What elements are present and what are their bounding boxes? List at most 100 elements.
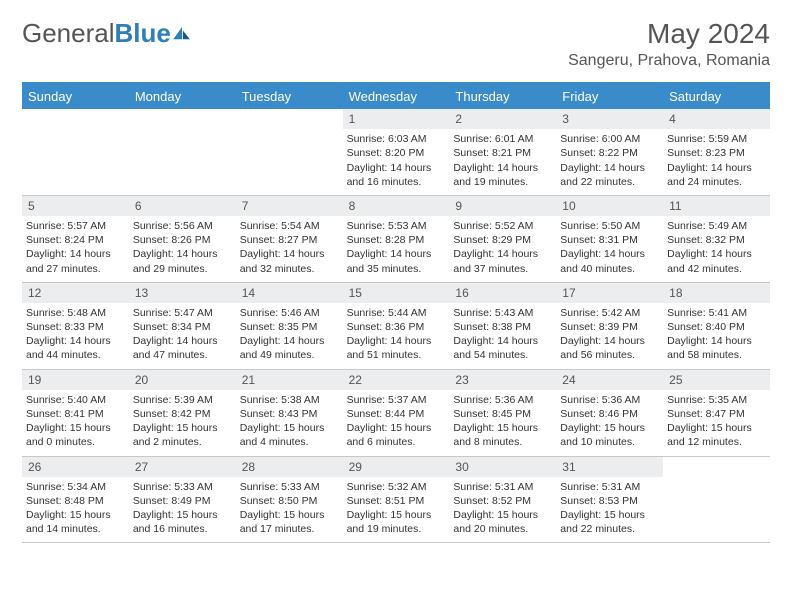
daylight2-text: and 16 minutes. [133,522,232,536]
daylight2-text: and 16 minutes. [347,175,446,189]
weekday-sun: Sunday [22,84,129,109]
sunset-text: Sunset: 8:35 PM [240,320,339,334]
day-cell: 21Sunrise: 5:38 AMSunset: 8:43 PMDayligh… [236,370,343,456]
day-number: 29 [343,457,450,477]
sunset-text: Sunset: 8:27 PM [240,233,339,247]
daylight2-text: and 19 minutes. [347,522,446,536]
calendar: Sunday Monday Tuesday Wednesday Thursday… [22,82,770,543]
daylight1-text: Daylight: 15 hours [347,508,446,522]
sunrise-text: Sunrise: 5:48 AM [26,306,125,320]
daylight2-text: and 6 minutes. [347,435,446,449]
day-cell: 27Sunrise: 5:33 AMSunset: 8:49 PMDayligh… [129,457,236,543]
day-number: 16 [449,283,556,303]
sunrise-text: Sunrise: 5:31 AM [560,480,659,494]
day-cell: 2Sunrise: 6:01 AMSunset: 8:21 PMDaylight… [449,109,556,195]
day-number: 21 [236,370,343,390]
sunset-text: Sunset: 8:50 PM [240,494,339,508]
daylight2-text: and 47 minutes. [133,348,232,362]
sunrise-text: Sunrise: 5:59 AM [667,132,766,146]
sunset-text: Sunset: 8:40 PM [667,320,766,334]
day-cell: 11Sunrise: 5:49 AMSunset: 8:32 PMDayligh… [663,196,770,282]
brand-name: GeneralBlue [22,18,171,49]
daylight2-text: and 58 minutes. [667,348,766,362]
sunrise-text: Sunrise: 5:52 AM [453,219,552,233]
day-cell: 28Sunrise: 5:33 AMSunset: 8:50 PMDayligh… [236,457,343,543]
week-row: 12 Sunrise: 5:48 AMSunset: 8:33 PM Dayligh… [22,283,770,370]
daylight1-text: Daylight: 14 hours [133,334,232,348]
day-number: 10 [556,196,663,216]
daylight2-text: and 2 minutes. [133,435,232,449]
day-number: 17 [556,283,663,303]
sunset-text: Sunset: 8:48 PM [26,494,125,508]
sunset-text: Sunset: 8:36 PM [347,320,446,334]
daylight2-text: and 17 minutes. [240,522,339,536]
sunset-text: Sunset: 8:21 PM [453,146,552,160]
day-number: 12 [22,283,129,303]
sunset-text: Sunset: 8:41 PM [26,407,125,421]
sunrise-text: Sunrise: 5:39 AM [133,393,232,407]
day-cell: 26Sunrise: 5:34 AMSunset: 8:48 PMDayligh… [22,457,129,543]
sunset-text: Sunset: 8:32 PM [667,233,766,247]
sunset-text: Sunset: 8:20 PM [347,146,446,160]
day-cell [663,457,770,543]
daylight1-text: Daylight: 14 hours [667,247,766,261]
daylight1-text: Daylight: 14 hours [560,247,659,261]
sunrise-text: Sunrise: 5:36 AM [453,393,552,407]
daylight1-text: Daylight: 15 hours [26,421,125,435]
daylight1-text: Daylight: 14 hours [667,161,766,175]
day-cell: 15Sunrise: 5:44 AMSunset: 8:36 PMDayligh… [343,283,450,369]
brand-sail-icon [173,27,191,41]
daylight1-text: Daylight: 14 hours [453,161,552,175]
day-cell [236,109,343,195]
daylight2-text: and 4 minutes. [240,435,339,449]
day-number: 20 [129,370,236,390]
daylight1-text: Daylight: 14 hours [453,334,552,348]
daylight1-text: Daylight: 15 hours [453,508,552,522]
sunset-text: Sunset: 8:29 PM [453,233,552,247]
day-number: 7 [236,196,343,216]
day-cell: 4Sunrise: 5:59 AMSunset: 8:23 PMDaylight… [663,109,770,195]
day-number: 4 [663,109,770,129]
day-cell: 13Sunrise: 5:47 AMSunset: 8:34 PMDayligh… [129,283,236,369]
daylight2-text: and 54 minutes. [453,348,552,362]
daylight2-text: and 14 minutes. [26,522,125,536]
sunset-text: Sunset: 8:46 PM [560,407,659,421]
day-number: 8 [343,196,450,216]
daylight1-text: Daylight: 14 hours [240,334,339,348]
daylight2-text: and 44 minutes. [26,348,125,362]
sunset-text: Sunset: 8:34 PM [133,320,232,334]
daylight2-text: and 19 minutes. [453,175,552,189]
sunrise-text: Sunrise: 5:53 AM [347,219,446,233]
day-number: 24 [556,370,663,390]
brand-logo: GeneralBlue [22,18,191,49]
weeks-container: 1Sunrise: 6:03 AMSunset: 8:20 PMDaylight… [22,109,770,543]
day-cell: 7Sunrise: 5:54 AMSunset: 8:27 PMDaylight… [236,196,343,282]
day-cell: 30Sunrise: 5:31 AMSunset: 8:52 PMDayligh… [449,457,556,543]
day-number: 26 [22,457,129,477]
sunrise-text: Sunrise: 5:46 AM [240,306,339,320]
week-row: 1Sunrise: 6:03 AMSunset: 8:20 PMDaylight… [22,109,770,196]
sunrise-text: Sunrise: 5:56 AM [133,219,232,233]
weekday-thu: Thursday [449,84,556,109]
day-number: 6 [129,196,236,216]
sunset-text: Sunset: 8:31 PM [560,233,659,247]
daylight1-text: Daylight: 14 hours [347,334,446,348]
daylight1-text: Daylight: 15 hours [560,421,659,435]
weekday-fri: Friday [556,84,663,109]
sunset-text: Sunset: 8:33 PM [26,320,125,334]
daylight1-text: Daylight: 14 hours [667,334,766,348]
sunrise-text: Sunrise: 5:36 AM [560,393,659,407]
day-number: 11 [663,196,770,216]
day-cell: 3Sunrise: 6:00 AMSunset: 8:22 PMDaylight… [556,109,663,195]
day-number: 25 [663,370,770,390]
day-number: 19 [22,370,129,390]
brand-part2: Blue [115,18,171,48]
daylight1-text: Daylight: 14 hours [560,334,659,348]
sunrise-text: Sunrise: 5:47 AM [133,306,232,320]
daylight1-text: Daylight: 15 hours [240,421,339,435]
sunset-text: Sunset: 8:38 PM [453,320,552,334]
day-cell: 10Sunrise: 5:50 AMSunset: 8:31 PMDayligh… [556,196,663,282]
daylight1-text: Daylight: 15 hours [667,421,766,435]
daylight2-text: and 27 minutes. [26,262,125,276]
day-number: 18 [663,283,770,303]
